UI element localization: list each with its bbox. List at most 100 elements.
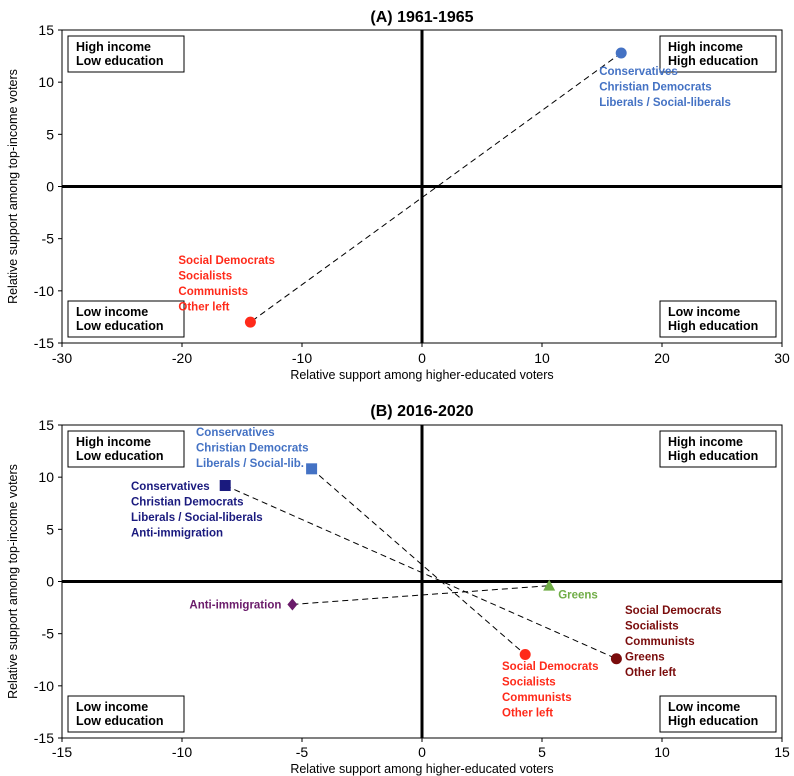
y-tick-label: -10 — [34, 678, 54, 694]
x-tick-label: 0 — [418, 744, 426, 760]
quadrant-label: High income — [76, 435, 151, 449]
x-tick-label: 10 — [654, 744, 670, 760]
y-tick-label: 10 — [38, 469, 54, 485]
data-point — [543, 579, 556, 591]
data-label: Social Democrats — [625, 605, 722, 617]
quadrant-label: High income — [668, 40, 743, 54]
quadrant-box — [659, 35, 777, 73]
dashed-connector — [292, 585, 550, 605]
y-tick-label: -5 — [42, 626, 55, 642]
data-label: Other left — [178, 302, 229, 314]
data-label: Other left — [502, 708, 553, 720]
chart-panel-a: (A) 1961-1965 -30 -20 -10 0 10 20 30 15 10 5 0 -5 -10… — [6, 9, 790, 382]
x-tick-label: 5 — [538, 744, 546, 760]
x-tick-label: -20 — [172, 350, 192, 366]
chart-title: (B) 2016-2020 — [370, 403, 473, 420]
y-tick-label: 15 — [38, 22, 54, 38]
quadrant-label: Low education — [76, 54, 164, 68]
quadrant-label: Low income — [668, 305, 740, 319]
x-tick-label: -15 — [52, 744, 72, 760]
quadrant-box — [67, 430, 185, 468]
quadrant-box — [67, 695, 185, 733]
quadrant-label: Low education — [76, 714, 164, 728]
y-tick-label: -15 — [34, 730, 54, 746]
data-label: Communists — [502, 692, 572, 704]
quadrant-label: Low income — [76, 305, 148, 319]
x-tick-label: -5 — [296, 744, 309, 760]
dashed-connector — [224, 485, 617, 660]
y-tick-label: 0 — [46, 574, 54, 590]
data-label: Socialists — [502, 677, 556, 689]
quadrant-label: High income — [76, 40, 151, 54]
data-label: Liberals / Social-lib. — [196, 458, 304, 470]
x-tick-label: 0 — [418, 350, 426, 366]
data-label: Christian Democrats — [196, 443, 308, 455]
data-label: Greens — [625, 652, 665, 664]
x-tick-label: 10 — [534, 350, 550, 366]
x-tick-label: 30 — [774, 350, 790, 366]
data-label: Socialists — [178, 271, 232, 283]
data-label: Conservatives — [131, 481, 210, 493]
x-tick-label: -10 — [172, 744, 192, 760]
data-label: Social Democrats — [178, 255, 275, 267]
data-label: Greens — [558, 590, 598, 602]
data-label: Communists — [625, 636, 695, 648]
data-point — [219, 480, 231, 492]
quadrant-box — [659, 695, 777, 733]
quadrant-label: Low income — [76, 700, 148, 714]
data-label: Christian Democrats — [131, 497, 243, 509]
data-label: Anti-immigration — [131, 528, 223, 540]
x-tick-label: -10 — [292, 350, 312, 366]
quadrant-label: Low income — [668, 700, 740, 714]
data-point — [615, 47, 627, 59]
data-label: Conservatives — [196, 427, 275, 439]
y-tick-label: -10 — [34, 283, 54, 299]
chart-panel-b: (B) 2016-2020 -15 -10 -5 0 5 10 15 15 10 5 0 -5 -10 -1… — [6, 403, 790, 776]
y-tick-label: -15 — [34, 335, 54, 351]
quadrant-label: High education — [668, 714, 758, 728]
quadrant-label: Low education — [76, 449, 164, 463]
y-tick-label: 10 — [38, 74, 54, 90]
y-tick-label: 5 — [46, 521, 54, 537]
data-label: Other left — [625, 667, 676, 679]
data-point — [287, 598, 298, 611]
quadrant-box — [659, 300, 777, 338]
chart-title: (A) 1961-1965 — [370, 9, 473, 26]
quadrant-box — [659, 430, 777, 468]
x-axis-label: Relative support among higher-educated v… — [290, 368, 553, 382]
data-point — [610, 653, 622, 665]
quadrant-label: High income — [668, 435, 743, 449]
x-tick-label: 20 — [654, 350, 670, 366]
data-point — [244, 316, 256, 328]
y-tick-label: 5 — [46, 126, 54, 142]
quadrant-box — [67, 35, 185, 73]
y-tick-label: -5 — [42, 231, 55, 247]
data-label: Anti-immigration — [189, 599, 281, 611]
data-label: Liberals / Social-liberals — [131, 512, 263, 524]
y-tick-label: 15 — [38, 417, 54, 433]
data-label: Communists — [178, 286, 248, 298]
data-label: Liberals / Social-liberals — [599, 97, 731, 109]
dashed-connector — [250, 52, 622, 323]
data-label: Socialists — [625, 621, 679, 633]
quadrant-label: High education — [668, 319, 758, 333]
y-axis-label: Relative support among top-income voters — [6, 464, 20, 699]
quadrant-label: High education — [668, 449, 758, 463]
data-label: Social Democrats — [502, 661, 599, 673]
data-point — [306, 463, 318, 475]
x-tick-label: 15 — [774, 744, 790, 760]
dashed-connector — [311, 468, 526, 655]
y-axis-label: Relative support among top-income voters — [6, 69, 20, 304]
quadrant-label: Low education — [76, 319, 164, 333]
data-label: Christian Democrats — [599, 81, 711, 93]
x-tick-label: -30 — [52, 350, 72, 366]
